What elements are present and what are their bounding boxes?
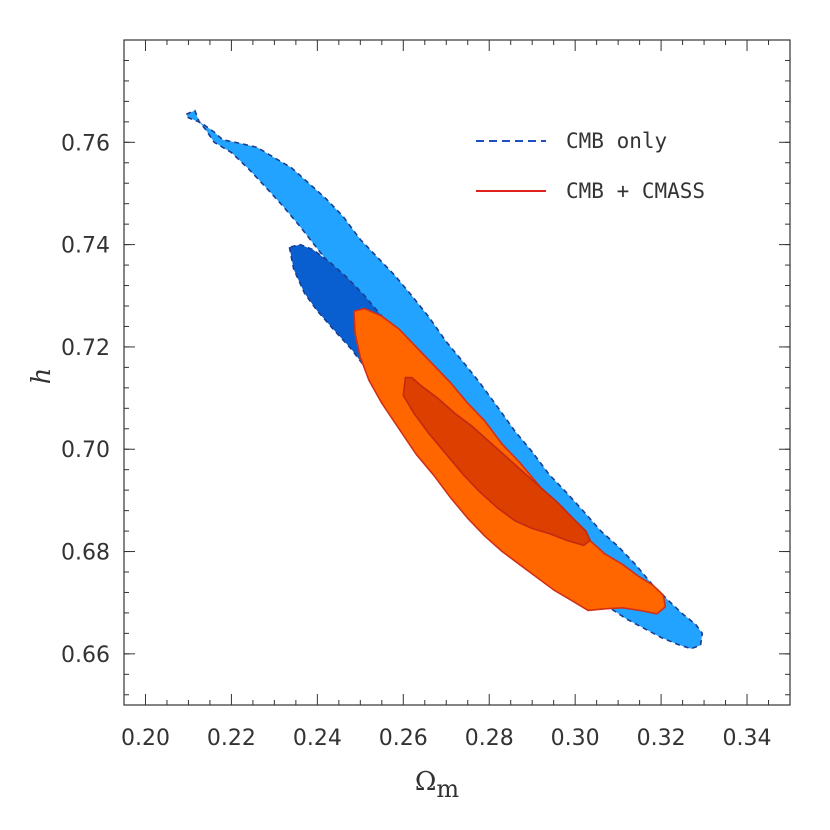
contour-inner-cmb-cmass: [402, 376, 591, 547]
x-tick-label: 0.32: [637, 726, 686, 751]
contour-layer: [185, 109, 704, 650]
y-tick-label: 0.68: [61, 541, 110, 566]
y-tick-label: 0.70: [61, 438, 110, 463]
y-tick-label: 0.66: [61, 643, 110, 668]
plot-frame: [123, 39, 791, 706]
x-tick-label: 0.22: [207, 726, 256, 751]
x-tick-label: 0.28: [465, 726, 514, 751]
x-tick-label: 0.26: [379, 726, 428, 751]
y-tick-label: 0.76: [61, 131, 110, 156]
y-tick-label: 0.74: [61, 234, 110, 259]
tick-layer: 0.20 0.22 0.24 0.26 0.28 0.30 0.32 0.34 0.66 0.68…: [61, 39, 791, 751]
legend-label-cmb-only: CMB only: [566, 129, 667, 153]
x-axis-label: Ωm: [415, 767, 460, 803]
y-axis-label: h: [27, 368, 57, 385]
legend-label-cmb-cmass: CMB + CMASS: [566, 179, 705, 203]
x-tick-label: 0.20: [121, 726, 170, 751]
legend: CMB only CMB + CMASS: [476, 129, 705, 203]
y-tick-label: 0.72: [61, 336, 110, 361]
x-axis-label-main: Ω: [415, 767, 437, 797]
x-axis-label-subscript: m: [436, 775, 459, 803]
x-tick-label: 0.24: [293, 726, 342, 751]
x-tick-label: 0.34: [723, 726, 772, 751]
x-tick-label: 0.30: [551, 726, 600, 751]
